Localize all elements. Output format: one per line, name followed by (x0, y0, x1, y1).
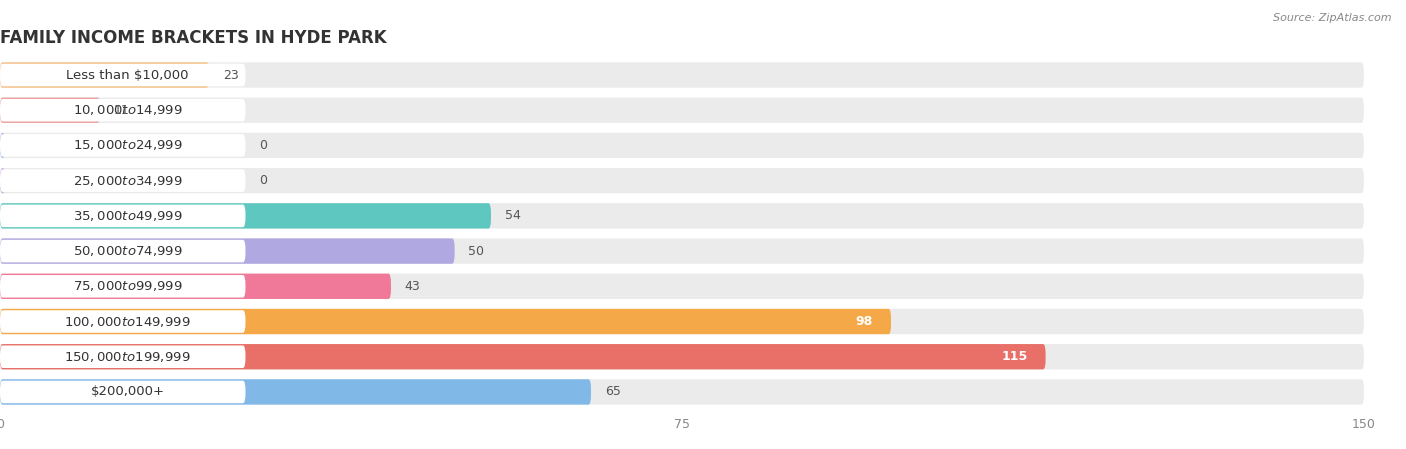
Text: $200,000+: $200,000+ (90, 385, 165, 398)
FancyBboxPatch shape (0, 133, 1364, 158)
FancyBboxPatch shape (0, 62, 1364, 88)
FancyBboxPatch shape (0, 203, 491, 229)
Text: 65: 65 (605, 385, 620, 398)
FancyBboxPatch shape (0, 97, 1364, 123)
Text: 0: 0 (259, 174, 267, 187)
FancyBboxPatch shape (0, 345, 246, 368)
Text: $100,000 to $149,999: $100,000 to $149,999 (65, 314, 191, 329)
FancyBboxPatch shape (0, 133, 6, 158)
FancyBboxPatch shape (0, 309, 1364, 334)
FancyBboxPatch shape (0, 168, 1364, 194)
Text: $25,000 to $34,999: $25,000 to $34,999 (73, 174, 183, 188)
FancyBboxPatch shape (0, 99, 246, 122)
FancyBboxPatch shape (0, 169, 246, 192)
FancyBboxPatch shape (0, 273, 1364, 299)
Text: $75,000 to $99,999: $75,000 to $99,999 (73, 279, 183, 293)
FancyBboxPatch shape (0, 381, 246, 403)
FancyBboxPatch shape (0, 273, 391, 299)
Text: Source: ZipAtlas.com: Source: ZipAtlas.com (1274, 13, 1392, 23)
FancyBboxPatch shape (0, 240, 246, 262)
FancyBboxPatch shape (0, 205, 246, 227)
FancyBboxPatch shape (0, 238, 1364, 264)
Text: 43: 43 (405, 280, 420, 293)
Text: FAMILY INCOME BRACKETS IN HYDE PARK: FAMILY INCOME BRACKETS IN HYDE PARK (0, 29, 387, 47)
FancyBboxPatch shape (0, 134, 246, 157)
Text: 54: 54 (505, 209, 520, 222)
FancyBboxPatch shape (0, 275, 246, 298)
Text: 23: 23 (222, 69, 239, 82)
FancyBboxPatch shape (0, 64, 246, 86)
Text: Less than $10,000: Less than $10,000 (66, 69, 188, 82)
FancyBboxPatch shape (0, 344, 1046, 370)
FancyBboxPatch shape (0, 62, 209, 88)
FancyBboxPatch shape (0, 309, 891, 334)
Text: $150,000 to $199,999: $150,000 to $199,999 (65, 350, 191, 364)
FancyBboxPatch shape (0, 168, 6, 194)
FancyBboxPatch shape (0, 379, 591, 405)
FancyBboxPatch shape (0, 203, 1364, 229)
Text: 11: 11 (114, 104, 129, 117)
FancyBboxPatch shape (0, 344, 1364, 370)
Text: $15,000 to $24,999: $15,000 to $24,999 (73, 138, 183, 153)
FancyBboxPatch shape (0, 310, 246, 333)
FancyBboxPatch shape (0, 238, 454, 264)
Text: 98: 98 (856, 315, 873, 328)
Text: 0: 0 (259, 139, 267, 152)
Text: $10,000 to $14,999: $10,000 to $14,999 (73, 103, 183, 117)
FancyBboxPatch shape (0, 379, 1364, 405)
Text: 115: 115 (1001, 350, 1028, 363)
FancyBboxPatch shape (0, 97, 100, 123)
Text: 50: 50 (468, 245, 484, 258)
Text: $35,000 to $49,999: $35,000 to $49,999 (73, 209, 183, 223)
Text: $50,000 to $74,999: $50,000 to $74,999 (73, 244, 183, 258)
